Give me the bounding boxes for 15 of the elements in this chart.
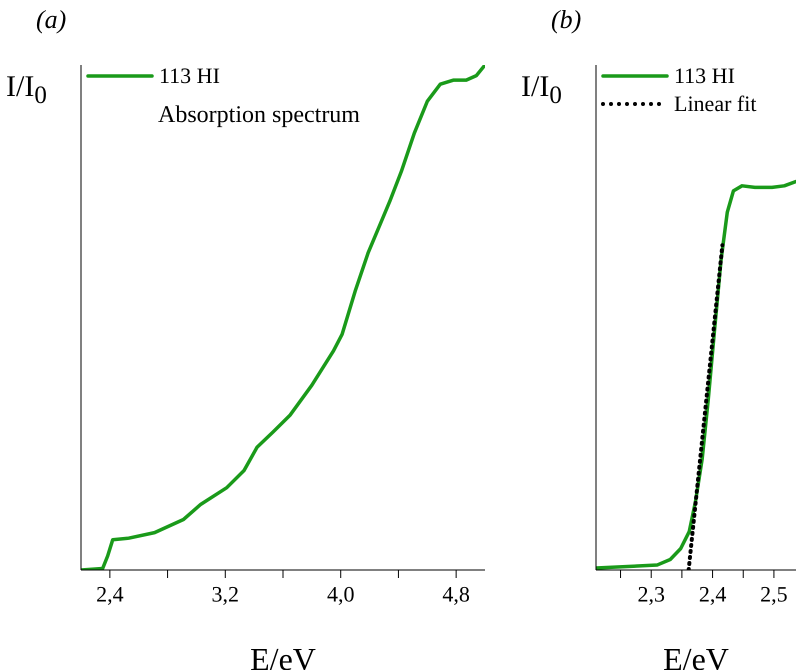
x-tick-label: 2,3 (637, 582, 665, 607)
x-tick-label: 2,4 (96, 582, 124, 607)
chart-title: (a) (36, 5, 66, 35)
y-axis-title: I/I$_{0}$ (521, 70, 562, 110)
legend-label: 113 HI (159, 62, 220, 90)
x-tick-label: 3,2 (212, 582, 240, 607)
x-tick-label: 4,0 (326, 582, 354, 607)
x-tick-label: 2,5 (760, 582, 788, 607)
annotation: Absorption spectrum (158, 102, 360, 129)
chart-title: (b) (551, 5, 582, 35)
legend-label: Linear fit (674, 90, 756, 118)
legend-label: 113 HI (674, 62, 735, 90)
x-tick-label: 2,4 (698, 582, 726, 607)
x-tick-label: 4,8 (442, 582, 470, 607)
y-axis-title: I/I$_{0}$ (6, 70, 47, 110)
